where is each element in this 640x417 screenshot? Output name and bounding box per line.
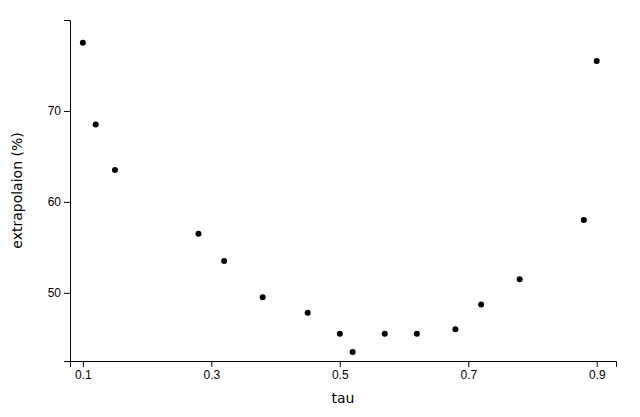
point: [478, 302, 484, 308]
point: [350, 349, 356, 355]
x-tick-label: 0.3: [203, 368, 220, 382]
x-tick-label: 0.7: [460, 368, 477, 382]
x-tick-mark: [340, 361, 341, 367]
x-tick: 0.7: [460, 361, 477, 382]
y-tick-label: 60: [48, 195, 62, 209]
point: [80, 40, 86, 46]
point: [452, 326, 458, 332]
x-tick-mark: [597, 361, 598, 367]
chart: 0.1 0.3 0.5 0.7 0.9 50 60 70 tau extrapolaion (%): [0, 0, 640, 417]
point: [382, 331, 388, 337]
y-axis-title: extrapolaion (%): [9, 132, 25, 248]
points: [80, 40, 600, 355]
point: [195, 231, 201, 237]
x-tick-label: 0.5: [332, 368, 349, 382]
x-tick: 0.9: [589, 361, 606, 382]
x-tick: 0.3: [203, 361, 220, 382]
x-tick-mark: [83, 361, 84, 367]
x-tick-label: 0.1: [75, 368, 92, 382]
y-tick: 70: [48, 104, 70, 118]
point: [112, 167, 118, 173]
x-tick-mark: [211, 361, 212, 367]
point: [581, 217, 587, 223]
y-tick: 50: [48, 286, 70, 300]
x-tick: 0.5: [332, 361, 349, 382]
point: [414, 331, 420, 337]
point: [517, 276, 523, 282]
point: [221, 258, 227, 264]
y-axis-line: [64, 21, 71, 362]
y-tick-label: 50: [48, 286, 62, 300]
y-tick-mark: [64, 293, 70, 294]
point: [260, 294, 266, 300]
y-tick: 60: [48, 195, 70, 209]
plot: 0.1 0.3 0.5 0.7 0.9 50 60 70 tau extrapolaion (%): [9, 21, 617, 407]
point: [337, 331, 343, 337]
y-tick-mark: [64, 111, 70, 112]
y-axis: 50 60 70: [48, 21, 71, 362]
x-tick-mark: [468, 361, 469, 367]
y-tick-mark: [64, 202, 70, 203]
point: [305, 310, 311, 316]
point: [93, 122, 99, 128]
x-axis-line: [71, 362, 617, 368]
x-axis: 0.1 0.3 0.5 0.7 0.9: [71, 361, 617, 382]
point: [594, 58, 600, 64]
y-tick-label: 70: [48, 104, 62, 118]
x-tick: 0.1: [75, 361, 92, 382]
x-axis-title: tau: [332, 390, 355, 406]
x-tick-label: 0.9: [589, 368, 606, 382]
